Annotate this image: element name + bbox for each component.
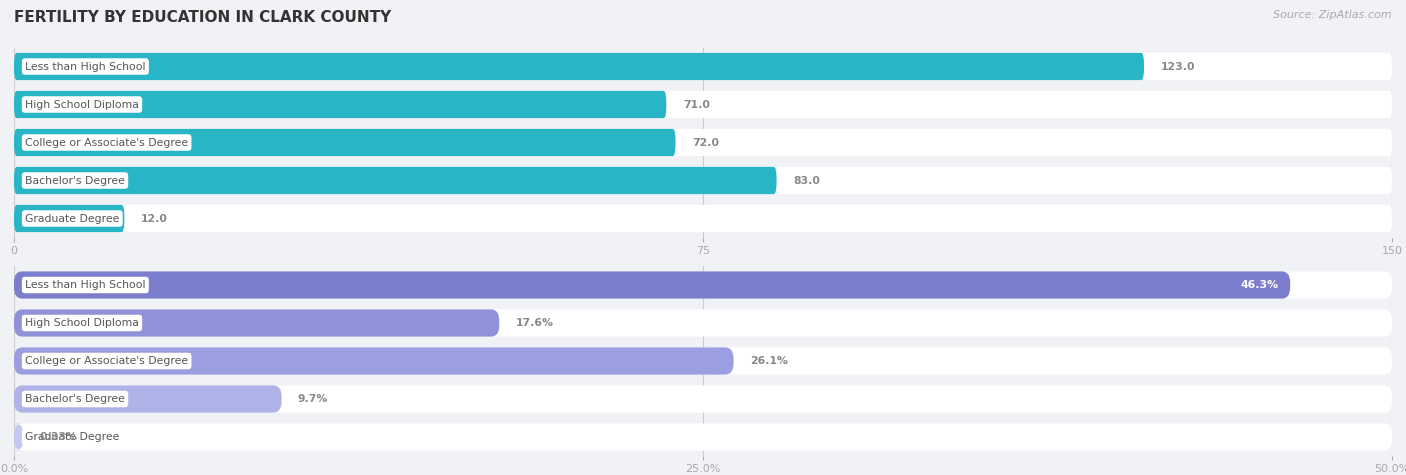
Text: 9.7%: 9.7% (298, 394, 328, 404)
Text: 123.0: 123.0 (1160, 61, 1195, 72)
Text: Bachelor's Degree: Bachelor's Degree (25, 394, 125, 404)
FancyBboxPatch shape (14, 91, 666, 118)
FancyBboxPatch shape (14, 385, 1392, 413)
FancyBboxPatch shape (14, 347, 734, 375)
FancyBboxPatch shape (14, 271, 1291, 299)
Text: Less than High School: Less than High School (25, 280, 146, 290)
Text: Less than High School: Less than High School (25, 61, 146, 72)
Text: Graduate Degree: Graduate Degree (25, 432, 120, 442)
FancyBboxPatch shape (14, 129, 675, 156)
Text: Graduate Degree: Graduate Degree (25, 213, 120, 224)
Text: 46.3%: 46.3% (1241, 280, 1279, 290)
FancyBboxPatch shape (14, 385, 281, 413)
FancyBboxPatch shape (14, 205, 124, 232)
Text: 17.6%: 17.6% (516, 318, 554, 328)
FancyBboxPatch shape (14, 271, 1392, 299)
Text: FERTILITY BY EDUCATION IN CLARK COUNTY: FERTILITY BY EDUCATION IN CLARK COUNTY (14, 10, 391, 25)
FancyBboxPatch shape (14, 129, 1392, 156)
Text: 0.33%: 0.33% (39, 432, 77, 442)
FancyBboxPatch shape (14, 423, 1392, 451)
Text: Bachelor's Degree: Bachelor's Degree (25, 175, 125, 186)
Text: College or Associate's Degree: College or Associate's Degree (25, 356, 188, 366)
Text: 71.0: 71.0 (683, 99, 710, 110)
FancyBboxPatch shape (14, 91, 1392, 118)
Text: 72.0: 72.0 (692, 137, 718, 148)
FancyBboxPatch shape (14, 167, 1392, 194)
FancyBboxPatch shape (14, 309, 499, 337)
FancyBboxPatch shape (14, 53, 1144, 80)
FancyBboxPatch shape (14, 309, 1392, 337)
Text: Source: ZipAtlas.com: Source: ZipAtlas.com (1274, 10, 1392, 19)
FancyBboxPatch shape (14, 167, 776, 194)
Text: 83.0: 83.0 (793, 175, 820, 186)
Text: 26.1%: 26.1% (749, 356, 787, 366)
FancyBboxPatch shape (14, 53, 1392, 80)
Text: 12.0: 12.0 (141, 213, 167, 224)
Text: College or Associate's Degree: College or Associate's Degree (25, 137, 188, 148)
Text: High School Diploma: High School Diploma (25, 318, 139, 328)
Text: High School Diploma: High School Diploma (25, 99, 139, 110)
FancyBboxPatch shape (14, 423, 24, 451)
FancyBboxPatch shape (14, 347, 1392, 375)
FancyBboxPatch shape (14, 205, 1392, 232)
